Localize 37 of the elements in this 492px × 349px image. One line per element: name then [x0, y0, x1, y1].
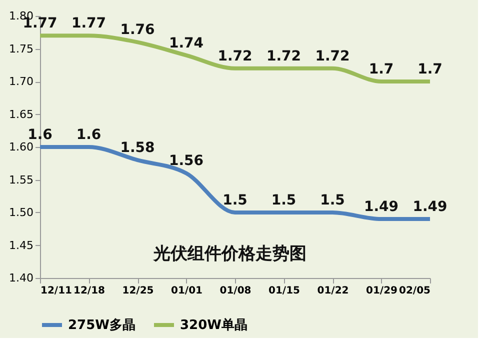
x-tick-label: 01/01 — [171, 286, 203, 296]
data-label: 1.6 — [28, 127, 52, 143]
y-tick-label: 1.45 — [9, 238, 34, 252]
data-label: 1.7 — [418, 62, 442, 78]
data-label: 1.49 — [412, 199, 448, 216]
y-tick-label: 1.65 — [9, 108, 34, 121]
y-tick-label: 1.70 — [9, 75, 34, 88]
x-tick-label: 02/05 — [399, 286, 431, 296]
data-label: 1.58 — [120, 140, 155, 156]
data-label: 1.56 — [168, 153, 204, 170]
text: 光伏组件价格走势图 — [152, 244, 306, 264]
data-label: 1.6 — [76, 127, 102, 143]
data-label: 1.76 — [120, 22, 155, 38]
y-tick-label: 1.60 — [9, 140, 34, 154]
data-label: 1.5 — [320, 192, 345, 208]
data-label: 1.72 — [218, 48, 252, 64]
y-tick-label: 1.55 — [9, 173, 34, 186]
data-label: 1.72 — [266, 48, 302, 64]
x-tick-label: 12/18 — [74, 286, 106, 296]
legend-label: 320W单晶 — [180, 317, 248, 333]
y-tick-label: 1.40 — [9, 272, 34, 284]
legend-label: 275W多晶 — [68, 318, 136, 333]
data-label: 1.5 — [271, 192, 296, 208]
x-tick-label: 12/11 — [40, 286, 72, 296]
data-label: 1.72 — [315, 48, 350, 64]
y-tick-label: 1.50 — [9, 206, 34, 219]
x-tick-label: 01/22 — [317, 286, 349, 296]
x-tick-label: 01/29 — [366, 286, 398, 296]
data-label: 1.49 — [364, 199, 399, 216]
data-label: 1.74 — [168, 35, 204, 52]
data-label: 1.5 — [222, 192, 248, 208]
x-tick-label: 01/15 — [268, 286, 300, 296]
data-label: 1.7 — [368, 62, 394, 78]
x-tick-label: 12/25 — [122, 286, 154, 296]
y-tick-label: 1.75 — [9, 42, 34, 56]
data-label: 1.77 — [71, 16, 106, 32]
x-tick-label: 01/08 — [220, 286, 252, 296]
